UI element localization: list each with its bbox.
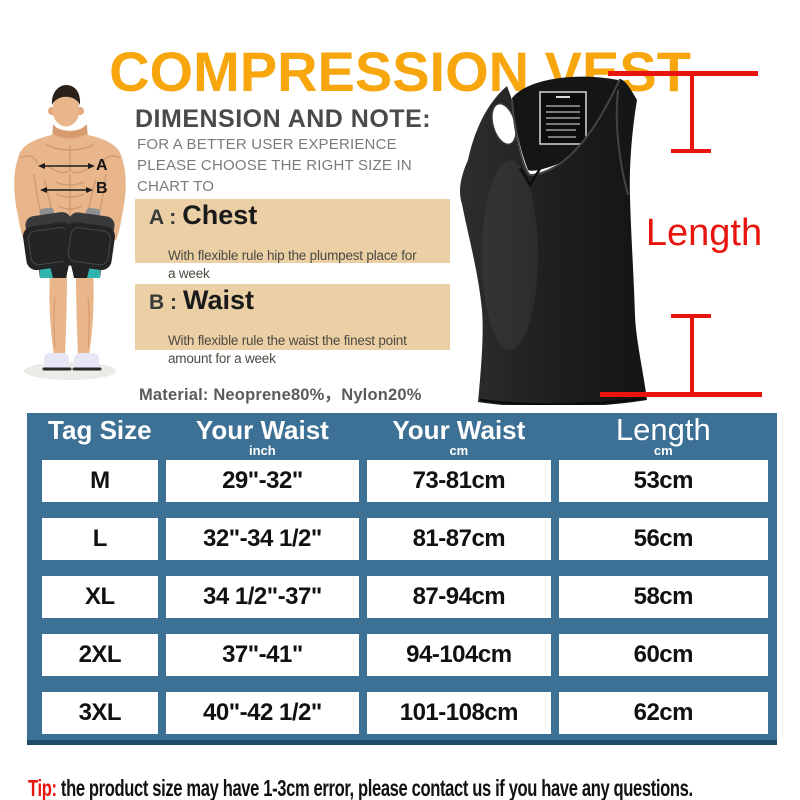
table-row: 2XL 37"-41" 94-104cm 60cm: [27, 634, 777, 676]
table-cell: L: [42, 518, 158, 560]
table-cell: 3XL: [42, 692, 158, 734]
v-notch-seam: [518, 166, 543, 188]
table-cell: 29"-32": [165, 460, 360, 502]
table-cell: 81-87cm: [367, 518, 551, 560]
table-cell: 40"-42 1/2": [165, 692, 360, 734]
waist-measure-heading: B : Waist: [149, 285, 254, 316]
note-intro-text: FOR A BETTER USER EXPERIENCE PLEASE CHOO…: [137, 136, 412, 216]
column-header-4: Length cm: [559, 413, 768, 458]
table-cell: 73-81cm: [367, 460, 551, 502]
length-dim-bottom-line: [690, 314, 694, 395]
column-sub-label: cm: [449, 443, 469, 458]
chest-arrow-label: A: [96, 157, 108, 174]
length-dim-top-line: [690, 71, 694, 152]
chest-measure-heading: A : Chest: [149, 200, 257, 231]
waist-arrow: [40, 187, 93, 193]
table-cell: 101-108cm: [367, 692, 551, 734]
table-row: 3XL 40"-42 1/2" 101-108cm 62cm: [27, 692, 777, 734]
table-cell: XL: [42, 576, 158, 618]
table-row: M 29"-32" 73-81cm 53cm: [27, 460, 777, 502]
column-sub-label: [42, 444, 158, 458]
table-row: XL 34 1/2"-37" 87-94cm 58cm: [27, 576, 777, 618]
table-cell: 37"-41": [165, 634, 360, 676]
length-dim-top-tick: [671, 149, 711, 153]
table-cell: 53cm: [558, 460, 768, 502]
table-cell: 32"-34 1/2": [165, 518, 360, 560]
chest-measure-box: A : Chest With flexible rule hip the plum…: [135, 199, 450, 281]
size-table-header: Tag Size Your Waist inch Your Waist cm Length…: [27, 413, 777, 458]
waist-measure-desc: With flexible rule the waist the finest …: [168, 332, 407, 366]
table-cell: 56cm: [558, 518, 768, 560]
chest-name: Chest: [182, 200, 258, 230]
length-dim-top-bar: [608, 71, 758, 76]
table-cell: 94-104cm: [367, 634, 551, 676]
column-label: Tag Size: [48, 415, 152, 445]
table-cell: 60cm: [558, 634, 768, 676]
table-cell: 34 1/2"-37": [165, 576, 360, 618]
vest-product-image: [460, 76, 647, 405]
table-cell: 62cm: [558, 692, 768, 734]
length-label: Length: [645, 212, 763, 254]
column-header-3: Your Waist cm: [367, 413, 550, 458]
column-header-1: Tag Size: [42, 413, 158, 458]
note-heading: DIMENSION AND NOTE:: [135, 104, 432, 133]
column-header-2: Your Waist inch: [166, 413, 359, 458]
chest-arrow: [38, 163, 95, 169]
column-sub-label: inch: [249, 443, 276, 458]
table-cell: 2XL: [42, 634, 158, 676]
column-label: Your Waist: [195, 415, 329, 445]
left-armhole: [491, 103, 517, 145]
chest-measure-desc: With flexible rule hip the plumpest plac…: [168, 247, 417, 281]
floor-shadow: [24, 362, 116, 380]
tip-text: the product size may have 1-3cm error, p…: [60, 775, 693, 800]
table-cell: 58cm: [558, 576, 768, 618]
man-measurement-diagram: [14, 85, 126, 380]
table-cell: M: [42, 460, 158, 502]
dumbbells: [23, 207, 115, 271]
table-cell: 87-94cm: [367, 576, 551, 618]
size-table-body: M 29"-32" 73-81cm 53cm L 32"-34 1/2" 81-87cm 56…: [27, 458, 777, 734]
waist-name: Waist: [183, 285, 255, 315]
column-label: Your Waist: [392, 415, 526, 445]
tip-prefix: Tip:: [28, 775, 57, 800]
column-label: Length: [615, 412, 711, 447]
material-line: Material: Neoprene80%，Nylon20%: [139, 385, 422, 404]
waist-arrow-label: B: [96, 180, 108, 197]
waist-letter: B :: [149, 291, 177, 314]
size-table: Tag Size Your Waist inch Your Waist cm Length…: [27, 413, 777, 745]
vest-tag: [539, 91, 587, 145]
waist-measure-box: B : Waist With flexible rule the waist th…: [135, 284, 450, 366]
tip-line: Tip: the product size may have 1-3cm erro…: [28, 775, 693, 800]
length-dim-bottom-bar: [600, 392, 762, 397]
column-sub-label: cm: [653, 443, 673, 458]
chest-letter: A :: [149, 206, 177, 229]
vest-graphic: [460, 76, 647, 405]
table-row: L 32"-34 1/2" 81-87cm 56cm: [27, 518, 777, 560]
